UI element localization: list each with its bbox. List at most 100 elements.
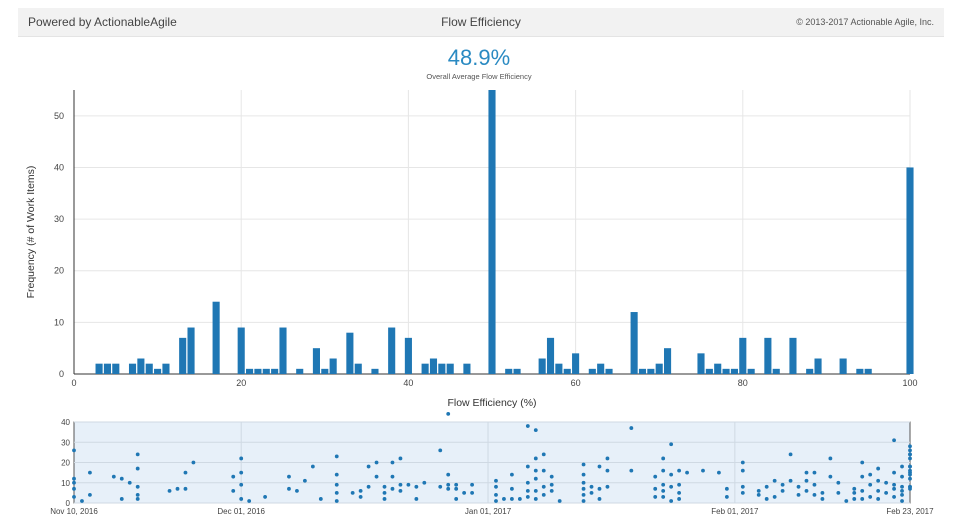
- histogram-bar[interactable]: [772, 368, 780, 374]
- histogram-bar[interactable]: [145, 363, 153, 374]
- histogram-bar[interactable]: [588, 368, 596, 374]
- scatter-point: [494, 478, 498, 483]
- scatter-point: [135, 493, 140, 497]
- scatter-point: [892, 470, 896, 475]
- histogram-bar[interactable]: [128, 363, 137, 374]
- histogram-bar[interactable]: [103, 363, 111, 374]
- histogram-bar[interactable]: [463, 363, 471, 374]
- histogram-bar[interactable]: [137, 358, 145, 374]
- scatter-point: [88, 493, 92, 497]
- scatter-point: [239, 497, 244, 501]
- histogram-bar[interactable]: [605, 368, 613, 374]
- histogram-bar[interactable]: [764, 337, 772, 374]
- histogram-bar[interactable]: [279, 327, 287, 374]
- scatter-point: [446, 412, 451, 416]
- histogram-bar[interactable]: [722, 368, 730, 374]
- scatter-point: [135, 452, 140, 457]
- histogram-bar[interactable]: [647, 368, 655, 374]
- histogram-bar[interactable]: [555, 363, 563, 374]
- histogram-bar[interactable]: [154, 368, 162, 374]
- histogram-bar[interactable]: [856, 368, 864, 374]
- scatter-point: [868, 482, 873, 487]
- histogram-bar[interactable]: [814, 358, 822, 374]
- histogram-bar[interactable]: [505, 368, 513, 374]
- histogram-bar[interactable]: [212, 301, 220, 374]
- histogram-bar[interactable]: [714, 363, 722, 374]
- scatter-point: [884, 490, 889, 495]
- hist-x-label: Flow Efficiency (%): [447, 397, 536, 409]
- scatter-point: [525, 495, 530, 499]
- scatter-point: [812, 482, 817, 487]
- histogram-bar[interactable]: [597, 363, 605, 374]
- scatter-point: [247, 499, 252, 503]
- histogram-bar[interactable]: [429, 358, 438, 374]
- histogram-bar[interactable]: [806, 368, 814, 374]
- histogram-bar[interactable]: [329, 358, 337, 374]
- scatter-point: [836, 490, 841, 495]
- histogram-bar[interactable]: [112, 363, 120, 374]
- scatter-point: [549, 474, 554, 479]
- histogram-bar[interactable]: [312, 348, 320, 374]
- histogram-bar[interactable]: [254, 368, 262, 374]
- histogram-bar[interactable]: [354, 363, 362, 374]
- histogram-bar[interactable]: [864, 368, 872, 374]
- scatter-point: [525, 464, 530, 469]
- scatter-point: [310, 464, 315, 469]
- histogram-bar[interactable]: [538, 358, 546, 374]
- histogram-bar[interactable]: [638, 368, 647, 374]
- hist-x-tick: 60: [571, 378, 581, 388]
- histogram-bar[interactable]: [371, 368, 379, 374]
- scatter-point: [470, 482, 474, 487]
- scatter-point: [860, 460, 865, 465]
- histogram-bar[interactable]: [697, 353, 705, 374]
- histogram-bar[interactable]: [262, 368, 270, 374]
- histogram-bar[interactable]: [446, 363, 454, 374]
- histogram-bar[interactable]: [705, 368, 713, 374]
- histogram-bar[interactable]: [563, 368, 571, 374]
- histogram-bar[interactable]: [246, 368, 254, 374]
- histogram-bar[interactable]: [162, 363, 170, 374]
- histogram-bar[interactable]: [187, 327, 195, 374]
- histogram-bar[interactable]: [630, 312, 638, 374]
- histogram-bar[interactable]: [664, 348, 672, 374]
- histogram-bar[interactable]: [321, 368, 329, 374]
- histogram-bar[interactable]: [95, 363, 103, 374]
- histogram-bar[interactable]: [346, 332, 354, 374]
- histogram-bar[interactable]: [296, 368, 304, 374]
- histogram-bar[interactable]: [655, 363, 663, 374]
- scatter-point: [892, 495, 896, 499]
- histogram-bar[interactable]: [179, 337, 187, 374]
- scatter-point: [589, 490, 594, 495]
- histogram-bar[interactable]: [271, 368, 279, 374]
- histogram-bar[interactable]: [388, 327, 396, 374]
- scatter-point: [892, 482, 896, 487]
- histogram-bar[interactable]: [513, 368, 521, 374]
- histogram-bar[interactable]: [237, 327, 245, 374]
- histogram-bar[interactable]: [572, 353, 580, 374]
- histogram-bar[interactable]: [739, 337, 747, 374]
- scatter-point: [533, 497, 538, 501]
- histogram-bar[interactable]: [789, 337, 797, 374]
- histogram-bar[interactable]: [438, 363, 446, 374]
- chart-header: Powered by ActionableAgile Flow Efficien…: [18, 8, 944, 37]
- histogram-bar[interactable]: [730, 368, 738, 374]
- histogram-bar[interactable]: [404, 337, 412, 374]
- histogram-bar[interactable]: [839, 358, 847, 374]
- histogram-bar[interactable]: [906, 167, 914, 374]
- scatter-point: [629, 468, 634, 473]
- histogram-bar[interactable]: [747, 368, 755, 374]
- scatter-point: [127, 480, 132, 485]
- scatter-point: [820, 490, 825, 495]
- scatter-point: [462, 490, 467, 495]
- scatter-point: [494, 493, 498, 497]
- histogram-bar[interactable]: [546, 337, 555, 374]
- scatter-point: [828, 456, 833, 461]
- scatter-point: [661, 468, 666, 473]
- histogram-bar[interactable]: [488, 90, 496, 374]
- date-range-navigator[interactable]: 0 10 20 30 40 Nov 10, 2016 Dec 01, 2016 Jan 01,…: [50, 412, 934, 516]
- scatter-point: [605, 456, 610, 461]
- scatter-point: [517, 497, 522, 501]
- histogram-bar[interactable]: [421, 363, 429, 374]
- scatter-point: [812, 493, 817, 497]
- scatter-point: [796, 493, 801, 497]
